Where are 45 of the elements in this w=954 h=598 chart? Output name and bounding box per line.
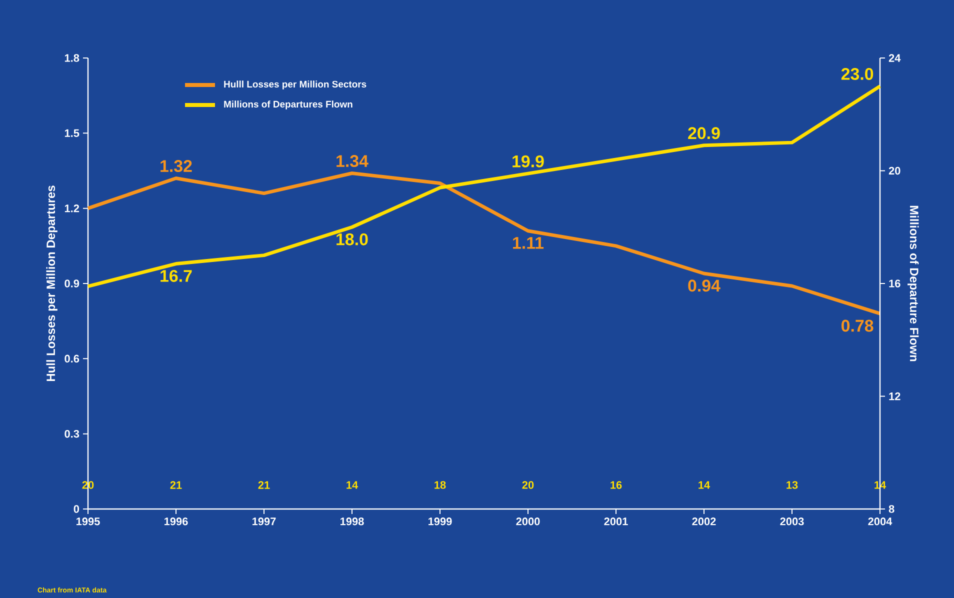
y-tick-label: 1.2 — [64, 204, 80, 212]
annotation: 21 — [258, 481, 270, 489]
line-series — [86, 172, 882, 316]
x-tick-label: 2001 — [604, 518, 628, 526]
data-label: 20.9 — [688, 127, 720, 140]
annotation: 21 — [170, 481, 182, 489]
x-tick-label: 1998 — [340, 518, 364, 526]
data-label: 19.9 — [512, 155, 544, 168]
y2-tick-label: 20 — [888, 166, 900, 175]
y2-tick-label: 8 — [888, 505, 894, 513]
annotation: 14 — [698, 481, 710, 489]
y-axis-title: Hull Losses per Million Departures — [46, 186, 58, 382]
x-tick-label: 2002 — [692, 518, 716, 526]
x-tick-label: 2003 — [780, 518, 804, 526]
y-tick-label: 0 — [74, 505, 80, 513]
x-tick-label: 1996 — [164, 518, 188, 526]
y-tick-label: 0.3 — [64, 430, 80, 438]
data-label: 0.94 — [688, 280, 720, 292]
y2-tick-label: 16 — [889, 280, 900, 288]
legend-label: Millions of Departures Flown — [224, 100, 352, 110]
annotation: 18 — [434, 481, 446, 489]
y2-tick-label: 12 — [889, 392, 900, 400]
y-tick-label: 1.8 — [64, 54, 80, 62]
y-tick-label: 1.5 — [64, 129, 80, 137]
data-label: 18.0 — [336, 233, 368, 246]
data-label: 1.11 — [513, 237, 544, 249]
x-tick-label: 2004 — [868, 518, 892, 526]
x-tick-label: 1995 — [76, 518, 100, 526]
annotation: 14 — [346, 481, 358, 489]
data-label: 1.32 — [160, 160, 192, 172]
annotation: 16 — [610, 481, 622, 489]
data-label: 16.7 — [160, 270, 192, 282]
y-tick-label: 0.9 — [64, 280, 80, 288]
data-label: 1.34 — [336, 155, 368, 168]
x-tick-label: 1999 — [428, 518, 452, 526]
annotation: 13 — [786, 481, 798, 489]
x-tick-label: 2000 — [516, 518, 540, 526]
y2-tick-label: 24 — [888, 54, 901, 62]
data-label: 23.0 — [841, 68, 874, 80]
annotation: 20 — [522, 481, 534, 489]
legend-label: Hulll Losses per Million Sectors — [224, 80, 366, 90]
data-label: 0.78 — [842, 320, 874, 332]
x-tick-label: 1997 — [252, 518, 276, 526]
y2-axis-title: Millions of Departure Flown — [908, 206, 919, 362]
y-tick-label: 0.6 — [64, 354, 80, 363]
